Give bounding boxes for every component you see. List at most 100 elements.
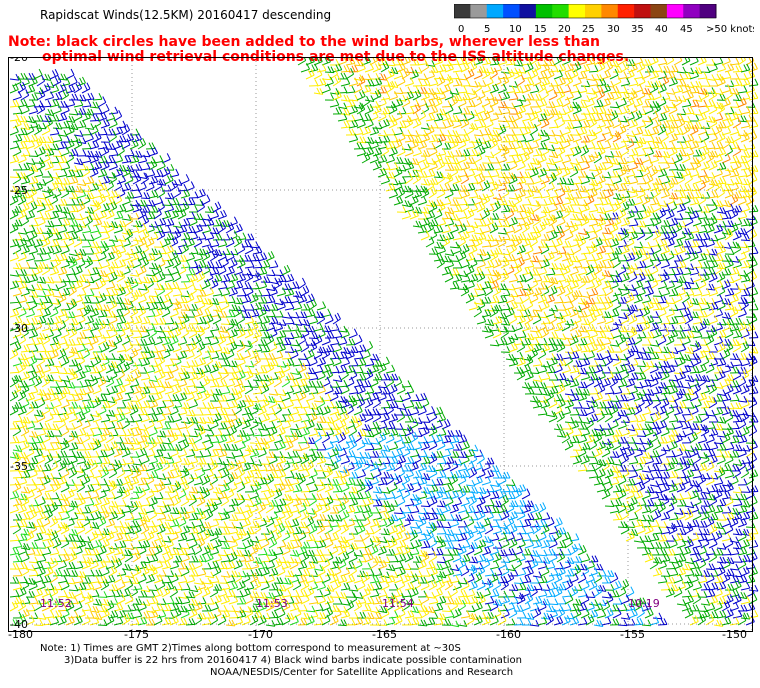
- wind-barb: [157, 218, 166, 226]
- wind-barb: [237, 289, 246, 296]
- wind-barb: [82, 112, 90, 121]
- wind-barb: [613, 234, 622, 240]
- wind-barb: [125, 261, 134, 268]
- wind-barb: [498, 237, 506, 247]
- wind-barb: [645, 206, 654, 212]
- wind-barb: [677, 136, 686, 142]
- wind-barb: [437, 202, 445, 212]
- wind-barb: [149, 206, 158, 212]
- wind-barb: [482, 68, 490, 79]
- wind-barb: [650, 83, 658, 93]
- wind-barb: [474, 113, 483, 121]
- wind-barb: [21, 89, 29, 100]
- wind-barb: [237, 243, 245, 254]
- wind-barb: [101, 190, 110, 198]
- wind-barb: [554, 111, 562, 121]
- wind-barb: [109, 131, 116, 142]
- wind-barb: [669, 178, 678, 184]
- wind-barb: [114, 140, 122, 149]
- wind-barb: [93, 180, 102, 186]
- wind-barb: [573, 62, 581, 72]
- wind-barb: [93, 291, 102, 297]
- wind-barb: [578, 186, 587, 192]
- wind-barb: [357, 90, 365, 100]
- wind-barb: [557, 108, 566, 114]
- wind-barb: [677, 95, 686, 101]
- wind-barb: [738, 86, 747, 93]
- wind-barb: [37, 136, 46, 142]
- wind-barb: [549, 80, 558, 86]
- wind-barb: [658, 124, 666, 135]
- wind-barb: [597, 207, 606, 214]
- wind-barb: [517, 67, 526, 73]
- wind-barb: [402, 116, 411, 122]
- colorbar-swatch: [651, 4, 668, 18]
- wind-barb: [165, 193, 174, 199]
- wind-barb: [701, 123, 710, 129]
- wind-barb: [245, 244, 253, 254]
- wind-barb: [525, 207, 534, 214]
- wind-barb: [522, 58, 531, 65]
- wind-barb: [650, 213, 659, 219]
- wind-barb: [509, 122, 518, 128]
- wind-barb: [717, 162, 726, 170]
- wind-barb: [629, 219, 638, 226]
- wind-barb: [85, 277, 94, 283]
- wind-barb: [517, 95, 526, 101]
- wind-barb: [205, 206, 214, 212]
- wind-barb: [626, 293, 634, 303]
- colorbar-label: 30: [607, 24, 620, 35]
- wind-barb: [661, 189, 670, 198]
- wind-barb: [725, 136, 734, 142]
- wind-barb: [154, 296, 163, 303]
- wind-barb: [642, 195, 650, 205]
- wind-barb: [386, 101, 395, 107]
- wind-barb: [594, 100, 603, 107]
- wind-barb: [533, 118, 541, 128]
- wind-barb: [645, 192, 654, 198]
- wind-barb: [597, 192, 606, 198]
- wind-barb: [597, 272, 605, 282]
- wind-barb: [197, 220, 206, 226]
- wind-barb: [477, 146, 485, 156]
- wind-barb: [701, 249, 710, 255]
- colorbar-swatch: [634, 4, 651, 18]
- wind-barb: [682, 184, 691, 191]
- wind-barb: [653, 229, 661, 240]
- wind-barb: [157, 230, 165, 240]
- wind-barb: [141, 151, 150, 157]
- wind-barb: [85, 176, 94, 184]
- wind-barb: [125, 277, 134, 284]
- wind-barb: [581, 276, 590, 282]
- wind-barb: [53, 151, 62, 157]
- colorbar-label: 40: [655, 24, 668, 35]
- wind-barb: [205, 272, 213, 282]
- wind-barb: [674, 255, 683, 261]
- wind-barb: [581, 247, 590, 254]
- wind-barb: [741, 151, 750, 157]
- wind-barb: [621, 135, 630, 142]
- wind-barb: [706, 213, 715, 219]
- wind-barb: [122, 228, 131, 235]
- wind-barb: [610, 110, 618, 121]
- wind-barb: [474, 139, 482, 149]
- wind-barb: [506, 155, 515, 163]
- wind-barb: [466, 293, 474, 303]
- wind-barb: [133, 174, 141, 184]
- wind-barb: [669, 122, 678, 128]
- wind-barb: [485, 67, 494, 73]
- wind-barb: [205, 287, 214, 296]
- wind-barb: [109, 190, 118, 198]
- wind-barb: [509, 291, 518, 297]
- wind-barb: [85, 289, 94, 296]
- wind-barb: [29, 94, 38, 100]
- wind-barb: [173, 230, 181, 240]
- wind-barb: [445, 164, 454, 170]
- wind-barb: [381, 107, 390, 114]
- wind-barb: [549, 90, 557, 100]
- wind-barb: [421, 179, 430, 185]
- wind-barb: [621, 165, 630, 171]
- wind-barb: [421, 123, 430, 129]
- wind-barb: [61, 303, 70, 310]
- wind-barb: [541, 175, 549, 184]
